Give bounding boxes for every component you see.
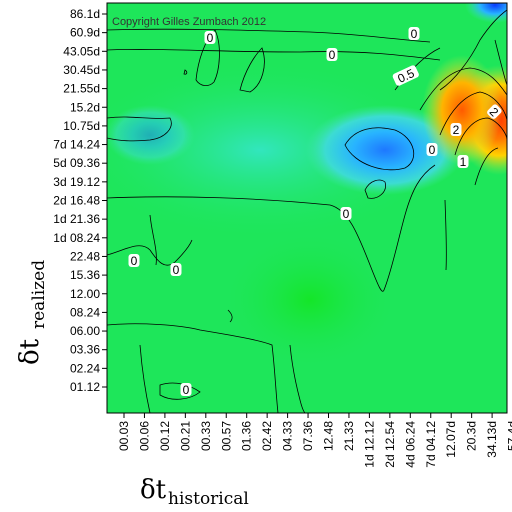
x-axis-ticks: 00.03 00.06 00.12 00.21 00.33 00.57 01.36 02.42… [117,413,512,468]
y-axis-title: δt realized [15,260,49,365]
y-tick-label: 06.00 [70,324,100,338]
contour-label: 2 [450,123,462,137]
contour-label-bg [426,143,438,156]
x-tick-label: 00.03 [117,421,131,451]
contour-label: 0 [180,383,192,397]
contour-label-text: 0 [131,254,138,268]
contour-label-text: 0 [411,27,418,41]
x-tick-label: 12.48 [322,421,336,451]
x-tick-label: 00.06 [137,421,151,451]
x-tick-label: 34.13d [485,421,499,458]
x-axis-label-sub: historical [168,489,249,509]
contour-label-layer: 0 0 0 0 0 0 0 0.5 0 1 2 2 [128,27,502,397]
y-axis-label-main: δt [15,338,45,365]
y-tick-label: 10.75d [63,119,100,133]
heatmap-teal-band [107,60,450,240]
x-tick-label: 57.4d [506,421,512,451]
y-axis-label-sub: realized [29,260,49,329]
heatmap-plot-area: 0 0 0 0 0 0 0 0.5 0 1 2 2 Copyright Gilles Zumbach … [107,3,507,413]
contour-label: 0 [426,143,438,157]
contour-label-bg [170,263,182,276]
contour-label-bg [340,207,352,220]
heatmap-cold-left [107,105,195,165]
y-tick-label: 02.24 [70,361,100,375]
x-tick-label: 00.12 [158,421,172,451]
x-tick-label: 2d 12.54 [383,421,397,468]
contour-label-text: 0 [173,263,180,277]
contour-label: 0 [340,207,352,221]
x-tick-label: 02.42 [260,421,274,451]
heatmap-hot-region [422,55,502,165]
x-tick-label: 07.36 [301,421,315,451]
y-tick-label: 2d 16.48 [53,194,100,208]
contour-label-text: 0 [429,143,436,157]
y-tick-label: 7d 14.24 [53,138,100,152]
contour-label-text: 0 [343,207,350,221]
contour-label-text: 2 [453,123,460,137]
heatmap-top-corner [465,3,507,23]
y-tick-label: 1d 08.24 [53,231,100,245]
y-tick-label: 08.24 [70,305,100,319]
contour-label-bg [408,27,420,40]
contour-label: 1 [457,155,469,169]
x-tick-label: 00.33 [199,421,213,451]
x-axis-title: δt historical [140,475,249,509]
y-axis-ticks: 86.1d 60.9d 43.05d 30.45d 21.55d 15.2d 10.75d 7… [53,7,107,394]
y-tick-label: 86.1d [70,7,100,21]
y-tick-label: 12.00 [70,287,100,301]
x-tick-label: 12.07d [444,421,458,458]
x-tick-label: 01.36 [240,421,254,451]
y-tick-label: 1d 21.36 [53,212,100,226]
contour-label-bg [326,48,338,61]
x-tick-label: 00.57 [219,421,233,451]
contour-label: 0 [408,27,420,41]
contour-label: 0 [326,48,338,62]
y-tick-label: 22.48 [70,249,100,263]
contour-label-bg [487,104,502,119]
contour-label: 2 [487,104,502,120]
contour-label-text: 0 [329,48,336,62]
contour-label-bg [392,65,419,86]
y-tick-label: 03.36 [70,343,100,357]
x-tick-label: 4d 06.24 [403,421,417,468]
y-tick-label: 15.36 [70,268,100,282]
contour-label-bg [457,155,469,168]
contour-lines [107,9,507,413]
plot-frame [106,2,508,414]
heatmap-green-region [220,230,400,370]
x-tick-label: 00.21 [178,421,192,451]
x-tick-label: 20.3d [465,421,479,451]
y-tick-label: 15.2d [70,100,100,114]
contour-label-text: 1 [460,155,467,169]
contour-label-text: 0.5 [395,66,416,86]
contour-label: 0 [204,31,216,45]
x-tick-label: 7d 04.12 [424,421,438,468]
x-tick-label: 21.33 [342,421,356,451]
x-axis-label-main: δt [140,475,167,505]
contour-label-bg [204,31,216,44]
contour-label: 0 [170,263,182,277]
contour-label: 0 [128,254,140,268]
y-tick-label: 3d 19.12 [53,175,100,189]
copyright-text: Copyright Gilles Zumbach 2012 [112,16,266,28]
y-tick-label: 60.9d [70,26,100,40]
x-tick-label: 04.33 [281,421,295,451]
contour-label-bg [450,123,462,136]
y-tick-label: 30.45d [63,63,100,77]
y-tick-label: 43.05d [63,44,100,58]
contour-label: 0.5 [392,65,419,86]
contour-label-text: 0 [207,31,214,45]
y-tick-label: 5d 09.36 [53,156,100,170]
contour-label-bg [128,254,140,267]
contour-label-bg [180,383,192,396]
x-tick-label: 1d 12.12 [362,421,376,468]
y-tick-label: 21.55d [63,82,100,96]
contour-label-text: 0 [183,383,190,397]
y-tick-label: 01.12 [70,380,100,394]
